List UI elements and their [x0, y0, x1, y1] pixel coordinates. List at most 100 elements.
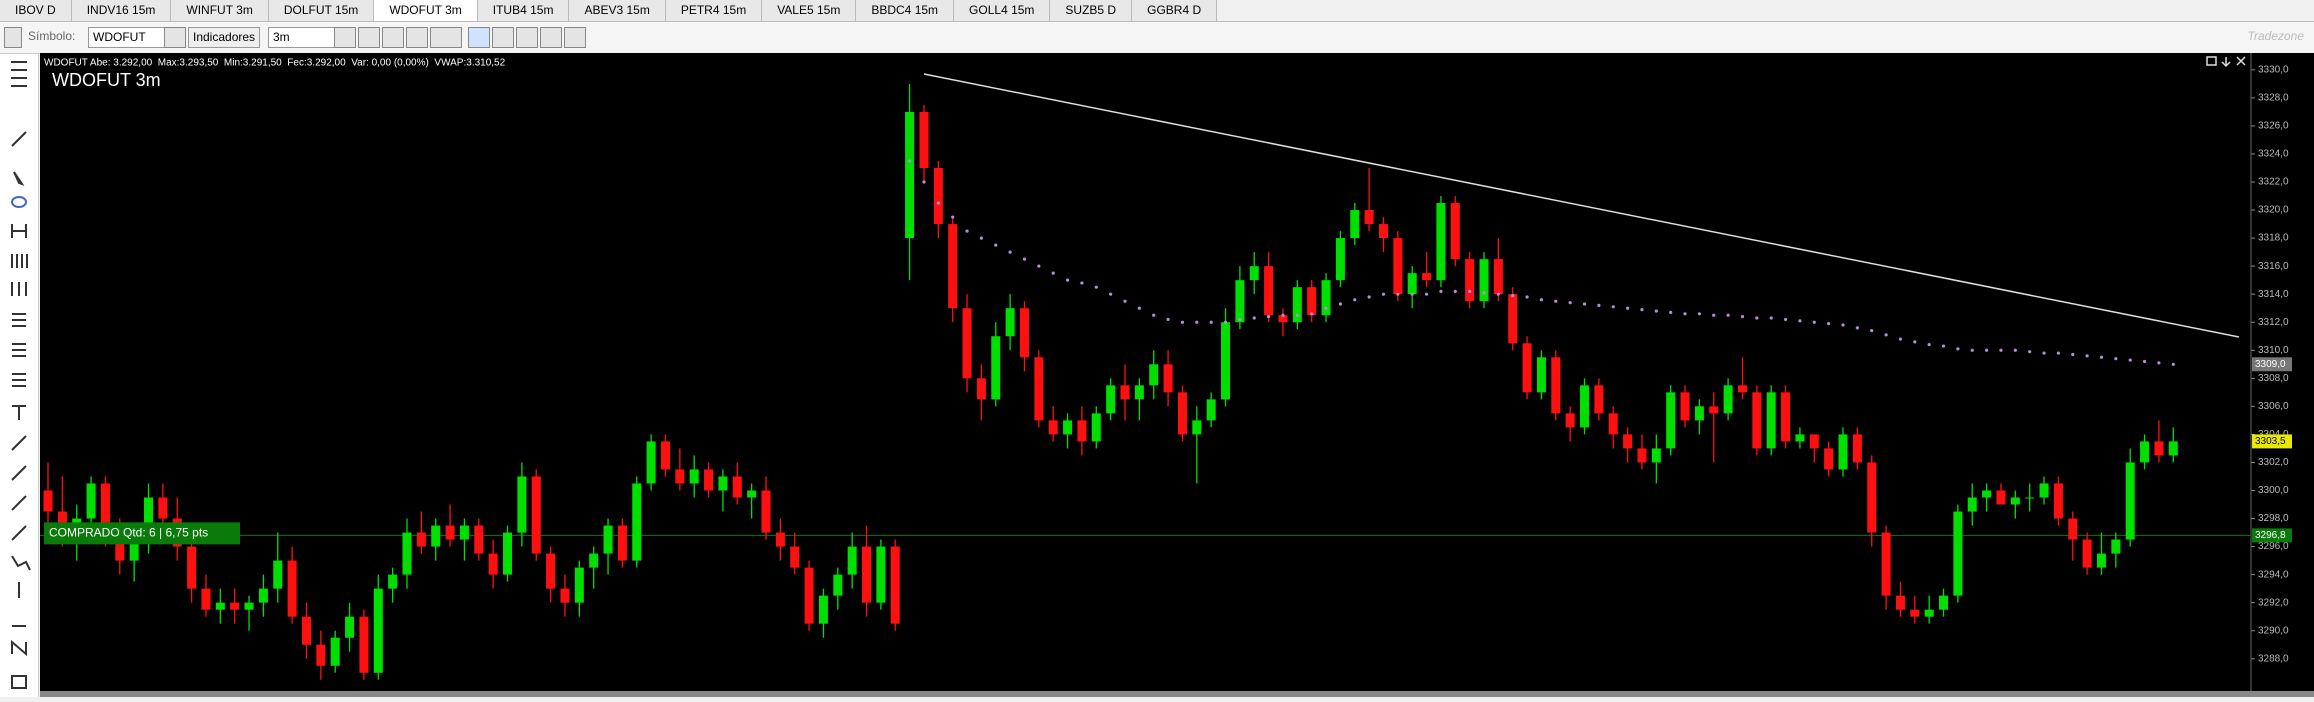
tool-button[interactable] [334, 27, 356, 48]
select-button[interactable] [430, 27, 462, 48]
candle-body [976, 378, 986, 400]
zigzag-icon[interactable] [11, 639, 27, 657]
tab[interactable]: WINFUT 3m [171, 0, 269, 21]
symbol-label: Símbolo: [28, 29, 76, 43]
cursor-icon[interactable] [13, 171, 25, 186]
vwap-dot [1626, 306, 1630, 310]
candle-body [201, 588, 211, 610]
close-button[interactable] [2236, 56, 2246, 66]
candle-body [833, 574, 843, 596]
tab[interactable]: IBOV D [0, 0, 72, 21]
extended-icon[interactable] [11, 495, 27, 511]
layout-button[interactable] [4, 27, 22, 48]
candle-body [144, 497, 154, 540]
vwap-dot [1956, 347, 1960, 351]
measure-icon[interactable] [11, 224, 27, 238]
tab[interactable]: BBDC4 15m [856, 0, 955, 21]
search-button[interactable] [164, 27, 186, 48]
candle-body [919, 111, 929, 168]
candle-body [2125, 462, 2135, 540]
line-icon[interactable] [11, 435, 27, 451]
candle-body [158, 497, 168, 519]
candle-body [1034, 357, 1044, 421]
tool-button[interactable] [516, 27, 538, 48]
minimize-button[interactable] [2221, 57, 2231, 68]
tool-button[interactable] [406, 27, 428, 48]
maximize-button[interactable] [2206, 56, 2217, 66]
candle-body [1766, 392, 1776, 449]
tool-button[interactable] [358, 27, 380, 48]
hline-icon[interactable] [12, 405, 26, 420]
candle-body [287, 560, 297, 617]
candle-body [1005, 308, 1015, 337]
wrench-icon[interactable] [11, 131, 27, 147]
vwap-dot [1697, 312, 1701, 316]
candle-body [1953, 511, 1963, 596]
candle-body [1522, 343, 1532, 393]
tool-button[interactable] [468, 27, 490, 48]
candle-body [847, 546, 857, 575]
candle-body [1594, 385, 1604, 414]
vwap-dot [2157, 361, 2161, 365]
shape-icon[interactable] [11, 196, 27, 208]
candle-body [1063, 420, 1073, 435]
vwap-dot [1410, 292, 1414, 296]
path-icon[interactable] [11, 555, 31, 571]
candle-body [991, 336, 1001, 400]
tab[interactable]: ABEV3 15m [569, 0, 666, 21]
candle-body [1378, 224, 1388, 239]
y-tick-label: 3324,0 [2258, 149, 2289, 160]
tab[interactable]: PETR4 15m [665, 0, 763, 21]
candle-body [1134, 385, 1144, 400]
y-tick-label: 3318,0 [2258, 233, 2289, 244]
text-icon[interactable] [12, 343, 26, 357]
candle-body [2025, 497, 2035, 499]
tool-button[interactable] [492, 27, 514, 48]
vwap-dot [2171, 362, 2175, 366]
interval-select[interactable]: 3m [268, 27, 338, 48]
candle-body [1608, 413, 1618, 435]
tab[interactable]: GOLL4 15m [954, 0, 1051, 21]
candle-body [244, 602, 254, 610]
tool-button[interactable] [540, 27, 562, 48]
y-tick-label: 3326,0 [2258, 121, 2289, 132]
toolbar: Símbolo: WDOFUT Indicadores 3m Tradezone [0, 22, 2314, 54]
channel-icon[interactable] [11, 282, 27, 296]
candle-body [675, 469, 685, 484]
fib-icon[interactable] [11, 254, 28, 268]
vwap-dot [2128, 358, 2132, 362]
ray-icon[interactable] [11, 465, 27, 481]
candle-body [1479, 259, 1489, 302]
y-tick-label: 3316,0 [2258, 261, 2289, 272]
tab[interactable]: SUZB5 D [1050, 0, 1133, 21]
candle-body [1077, 420, 1087, 442]
tab[interactable]: DOLFUT 15m [268, 0, 375, 21]
tool-button[interactable] [564, 27, 586, 48]
vwap-dot [1223, 320, 1228, 324]
table-icon[interactable] [12, 373, 26, 387]
candle-body [1838, 434, 1848, 470]
candle-body [1264, 266, 1274, 316]
vwap-dot [1109, 292, 1113, 296]
tab[interactable]: INDV16 15m [71, 0, 172, 21]
indicators-button[interactable]: Indicadores [188, 27, 261, 48]
symbol-input[interactable]: WDOFUT [88, 27, 166, 48]
y-tick-label: 3294,0 [2258, 569, 2289, 580]
tool-button[interactable] [382, 27, 404, 48]
tab[interactable]: ITUB4 15m [477, 0, 570, 21]
tab[interactable]: VALE5 15m [762, 0, 857, 21]
candle-body [1106, 385, 1116, 414]
menu-icon[interactable] [11, 61, 27, 87]
arrow-icon[interactable] [11, 525, 27, 541]
tab[interactable]: GGBR4 D [1132, 0, 1218, 21]
vwap-dot [1783, 317, 1788, 322]
vwap-dot [1065, 278, 1070, 282]
vwap-dot [922, 180, 926, 184]
candle-body [1967, 497, 1977, 512]
vwap-dot [2013, 348, 2017, 352]
vwap-dot [1941, 344, 1946, 348]
more-icon[interactable] [11, 675, 27, 689]
tab[interactable]: WDOFUT 3m [374, 0, 478, 21]
candle-body [1867, 462, 1877, 533]
grid-icon[interactable] [12, 313, 26, 327]
